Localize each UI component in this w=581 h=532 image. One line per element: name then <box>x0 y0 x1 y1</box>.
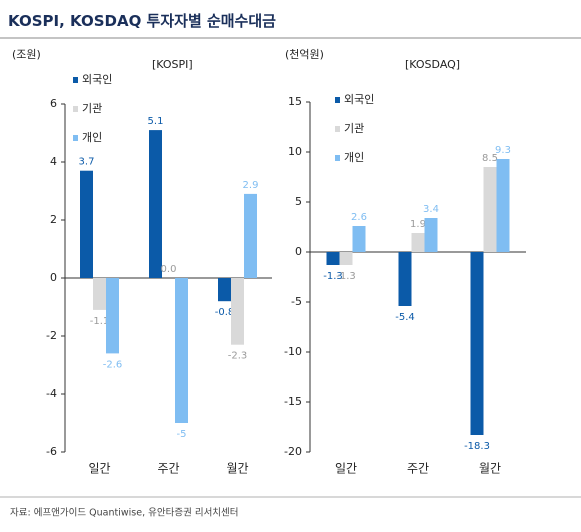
value-label: -5.4 <box>395 312 415 323</box>
bar <box>496 159 510 252</box>
bar <box>175 278 188 423</box>
bar <box>424 218 438 252</box>
y-tick-label: -5 <box>291 295 302 308</box>
chart-title: [KOSPI] <box>152 58 193 71</box>
value-label: 2.6 <box>351 212 367 223</box>
legend-swatch <box>335 155 340 161</box>
y-tick-label: 5 <box>295 195 302 208</box>
bar <box>80 170 93 278</box>
bar <box>218 278 231 302</box>
bar <box>93 278 106 310</box>
bar <box>106 278 119 354</box>
value-label: 5.1 <box>148 116 164 127</box>
page-title: KOSPI, KOSDAQ 투자자별 순매수대금 <box>8 12 276 30</box>
y-axis-label: (천억원) <box>285 47 324 61</box>
bar <box>483 167 497 252</box>
x-tick-label: 월간 <box>479 462 501 476</box>
value-label: 1.9 <box>410 219 426 230</box>
x-tick-label: 월간 <box>226 462 248 476</box>
y-tick-label: -15 <box>284 395 302 408</box>
x-tick-label: 주간 <box>407 462 429 476</box>
bar <box>352 226 366 252</box>
value-label: 8.5 <box>482 153 498 164</box>
legend-swatch <box>73 135 78 141</box>
bar <box>149 130 162 278</box>
y-tick-label: -4 <box>46 387 57 400</box>
y-tick-label: 10 <box>288 145 302 158</box>
value-label: -1.3 <box>336 271 356 282</box>
value-label: 0.0 <box>161 264 177 275</box>
legend-swatch <box>73 106 78 112</box>
legend-label: 기관 <box>82 102 102 115</box>
y-tick-label: 2 <box>50 213 57 226</box>
x-tick-label: 주간 <box>157 462 179 476</box>
y-tick-label: -2 <box>46 329 57 342</box>
bar <box>398 252 412 306</box>
value-label: 3.4 <box>423 204 439 215</box>
value-label: -0.8 <box>215 307 235 318</box>
value-label: -2.6 <box>103 359 123 370</box>
x-tick-label: 일간 <box>88 462 110 476</box>
y-tick-label: -10 <box>284 345 302 358</box>
bar <box>470 252 484 435</box>
value-label: -5 <box>177 429 187 440</box>
value-label: 3.7 <box>79 157 95 168</box>
legend-label: 외국인 <box>82 73 112 86</box>
legend-swatch <box>73 77 78 83</box>
y-tick-label: 0 <box>50 271 57 284</box>
bar <box>244 193 257 278</box>
y-tick-label: 0 <box>295 245 302 258</box>
chart-title: [KOSDAQ] <box>405 58 460 71</box>
value-label: -18.3 <box>464 441 490 452</box>
y-tick-label: -20 <box>284 445 302 458</box>
value-label: 9.3 <box>495 145 511 156</box>
y-tick-label: 4 <box>50 155 57 168</box>
y-tick-label: 6 <box>50 97 57 110</box>
value-label: 2.9 <box>243 180 259 191</box>
value-label: -1.1 <box>90 316 110 327</box>
legend-label: 기관 <box>344 122 364 135</box>
value-label: -1.3 <box>323 271 343 282</box>
x-tick-label: 일간 <box>335 462 357 476</box>
y-axis-label: (조원) <box>12 48 41 61</box>
bar <box>339 252 353 265</box>
source: 자료: 에프앤가이드 Quantiwise, 유안타증권 리서치센터 <box>10 507 239 519</box>
legend-label: 개인 <box>344 151 364 164</box>
legend-label: 외국인 <box>344 93 374 106</box>
legend-label: 개인 <box>82 131 102 144</box>
legend-swatch <box>335 126 340 132</box>
legend-swatch <box>335 97 340 103</box>
bar <box>411 233 425 252</box>
y-tick-label: -6 <box>46 445 57 458</box>
bar <box>231 278 244 345</box>
value-label: -2.3 <box>228 351 248 362</box>
y-tick-label: 15 <box>288 95 302 108</box>
bar <box>326 252 340 265</box>
